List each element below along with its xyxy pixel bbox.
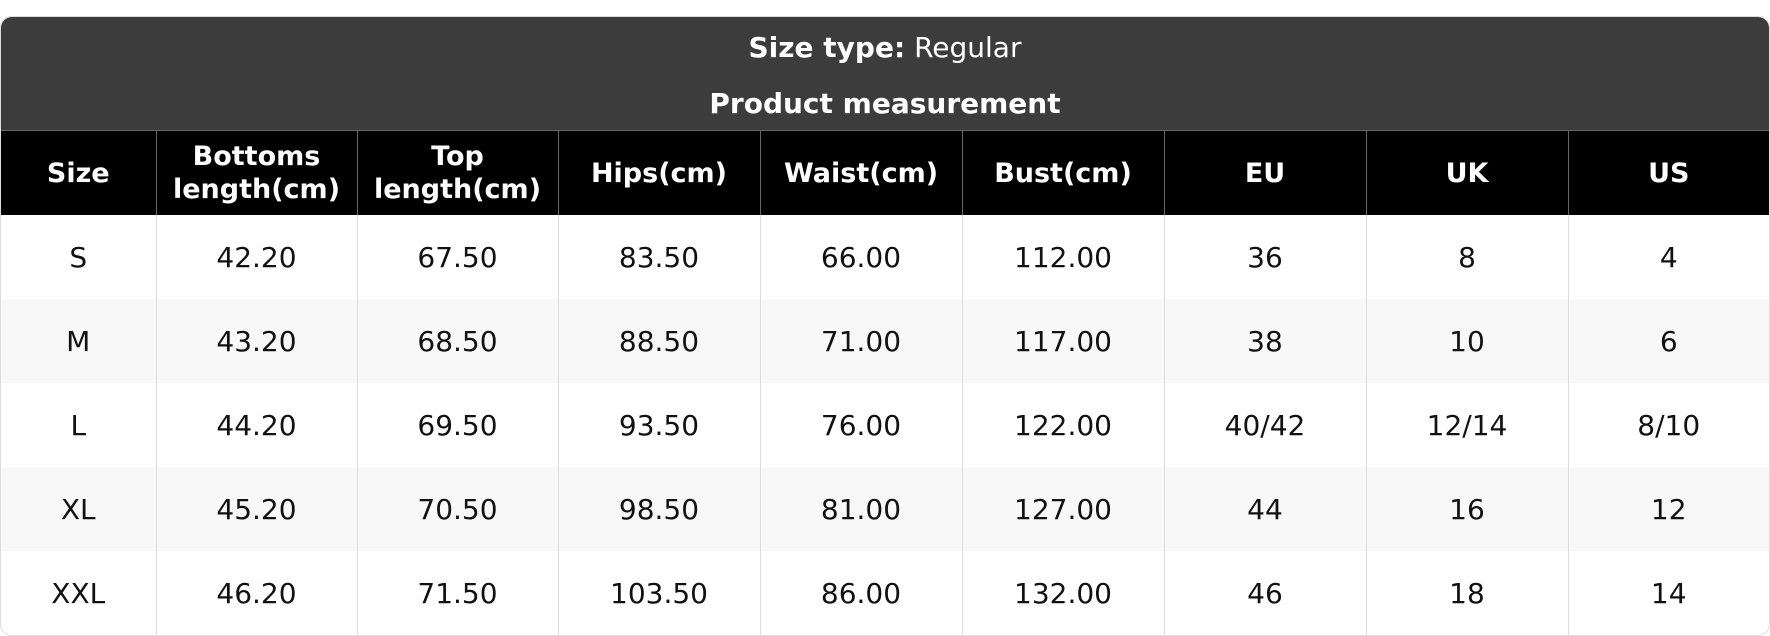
column-header: Hips(cm) [557,130,760,215]
table-cell: L [70,408,87,442]
table-cell: 103.50 [557,551,760,635]
table-cell: 12/14 [1365,383,1568,467]
table-row: S 42.20 67.50 83.50 66.00 112.00 36 8 4 [1,215,1769,299]
table-cell: 69.50 [356,383,558,467]
column-header: Bust(cm) [961,130,1164,215]
table-cell: 14 [1567,551,1769,635]
size-chart-title: Size type: Regular Product measurement [1,17,1769,130]
column-header: Bottoms length(cm) [155,130,357,215]
table-cell: 132.00 [961,551,1164,635]
table-cell: 4 [1567,215,1769,299]
table-cell: 68.50 [356,299,558,383]
table-row: XXL 46.20 71.50 103.50 86.00 132.00 46 18 14 [1,551,1769,635]
table-row: L 44.20 69.50 93.50 76.00 122.00 40/42 12/14 8/1… [1,383,1769,467]
table-cell: 45.20 [155,467,357,551]
table-cell: 86.00 [759,551,962,635]
table-cell: 16 [1365,467,1568,551]
table-cell: XXL [51,576,106,610]
column-header: Top length(cm) [356,130,558,215]
table-cell: 83.50 [557,215,760,299]
table-row: XL 45.20 70.50 98.50 81.00 127.00 44 16 12 [1,467,1769,551]
table-cell: XL [1,467,156,551]
table-cell: 93.50 [557,383,760,467]
table-cell: 71.50 [356,551,558,635]
table-cell: S [69,240,88,274]
table-cell: 8 [1365,215,1568,299]
table-cell: 40/42 [1163,383,1366,467]
column-header: Size [1,130,156,215]
table-cell: 81.00 [759,467,962,551]
table-cell: 12 [1567,467,1769,551]
table-cell: 117.00 [961,299,1164,383]
table-cell: 70.50 [356,467,558,551]
table-cell: 112.00 [961,215,1164,299]
table-cell: 71.00 [759,299,962,383]
table-cell: 88.50 [557,299,760,383]
table-cell: 18 [1365,551,1568,635]
table-cell: 43.20 [155,299,357,383]
column-header: Waist(cm) [759,130,962,215]
table-cell: 6 [1567,299,1769,383]
column-header: UK [1365,130,1568,215]
table-row: M 43.20 68.50 88.50 71.00 117.00 38 10 6 [1,299,1769,383]
size-type: Size type: Regular [748,31,1022,64]
column-header: US [1567,130,1769,215]
table-cell: 36 [1163,215,1366,299]
table-cell: 42.20 [155,215,357,299]
table-cell: 46.20 [155,551,357,635]
table-cell: 44.20 [155,383,357,467]
table-cell: 67.50 [356,215,558,299]
table-cell: 38 [1163,299,1366,383]
table-cell: 66.00 [759,215,962,299]
table-cell: M [1,299,156,383]
size-chart: Size type: Regular Product measurement S… [0,16,1770,636]
subtitle: Product measurement [709,87,1061,120]
table-cell: 8/10 [1567,383,1769,467]
column-header: EU [1163,130,1366,215]
measurement-table: Size Bottoms length(cm) Top length(cm) Hips… [1,130,1769,635]
table-cell: 122.00 [961,383,1164,467]
table-cell: 46 [1163,551,1366,635]
table-cell: 76.00 [759,383,962,467]
table-cell: 44 [1163,467,1366,551]
table-cell: 10 [1365,299,1568,383]
table-cell: 98.50 [557,467,760,551]
table-cell: 127.00 [961,467,1164,551]
